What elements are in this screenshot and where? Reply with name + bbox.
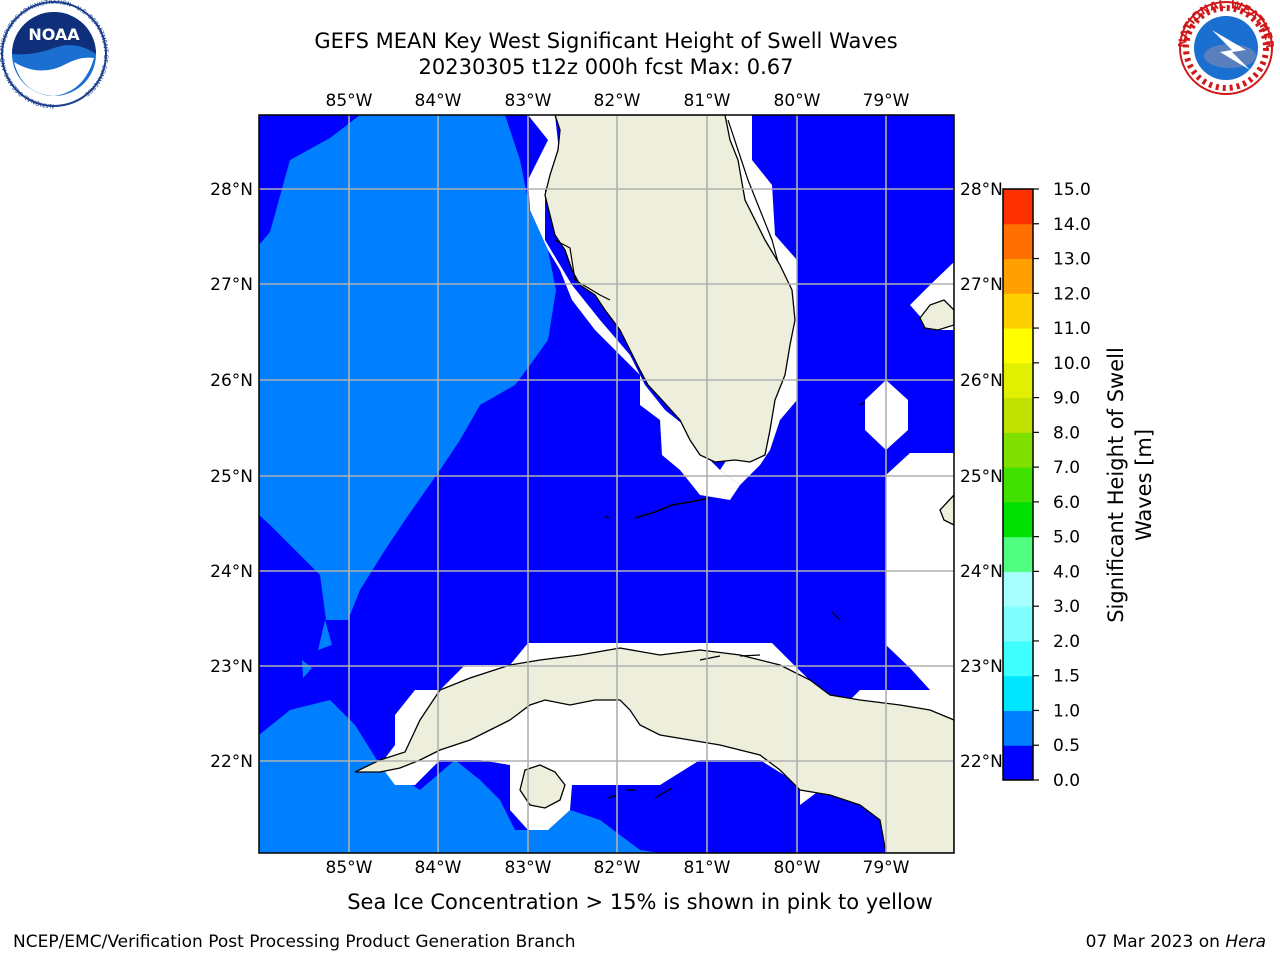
colorbar-segment <box>1003 432 1033 468</box>
lat-tick-label-left: 28°N <box>210 180 253 200</box>
colorbar-segment <box>1003 189 1033 225</box>
colorbar-segment <box>1003 571 1033 607</box>
land-isla-de-la-juventud <box>519 764 566 809</box>
lat-tick-label-right: 23°N <box>960 657 1003 677</box>
colorbar-tick-label: 11.0 <box>1053 319 1091 339</box>
nws-logo-ring-text: NATIONAL WEATHER SERVICE <box>0 0 1276 50</box>
land-andros <box>939 494 954 526</box>
lat-tick-label-left: 27°N <box>210 275 253 295</box>
lat-tick-label-left: 23°N <box>210 657 253 677</box>
colorbar-tick-label: 10.0 <box>1053 354 1091 374</box>
colorbar-tick-label: 12.0 <box>1053 284 1091 304</box>
lon-tick-label-bottom: 83°W <box>505 858 552 878</box>
colorbar-segment <box>1003 640 1033 677</box>
colorbar-label-line1: Significant Height of Swell <box>1104 347 1128 623</box>
lon-tick-label-top: 83°W <box>505 91 552 111</box>
lat-tick-label-left: 24°N <box>210 562 253 582</box>
bimini <box>859 401 866 406</box>
colorbar-tick-label: 2.0 <box>1053 632 1080 652</box>
lat-tick-label-right: 24°N <box>960 562 1003 582</box>
swell-region-0.5-1.0-south <box>259 700 660 853</box>
sea-ice-caption: Sea Ice Concentration > 15% is shown in … <box>347 890 933 914</box>
footer-branch: NCEP/EMC/Verification Post Processing Pr… <box>13 932 576 952</box>
lat-tick-label-left: 26°N <box>210 371 253 391</box>
map-area: 85°W 85°W 84°W 84°W 83°W 83°W 82°W 82°W 81°W 81°W… <box>210 91 1003 878</box>
colorbar-tick-label: 1.5 <box>1053 667 1080 687</box>
lon-tick-label-top: 81°W <box>684 91 731 111</box>
lon-tick-label-bottom: 79°W <box>863 858 910 878</box>
florida-west-coast-detail <box>554 239 611 301</box>
colorbar-tick-label: 0.0 <box>1053 771 1080 791</box>
colorbar: 0.0 0.5 1.0 1.5 2.0 3.0 4.0 5.0 6.0 7.0 8.0 9.0 10.0… <box>1002 180 1156 791</box>
colorbar-tick-label: 7.0 <box>1053 458 1080 478</box>
chart-title: GEFS MEAN Key West Significant Height of… <box>314 29 898 53</box>
lon-tick-label-bottom: 85°W <box>326 858 373 878</box>
colorbar-segment <box>1003 293 1033 329</box>
colorbar-segment <box>1003 745 1033 781</box>
colorbar-tick-label: 5.0 <box>1053 528 1080 548</box>
colorbar-segment <box>1003 606 1033 642</box>
lon-tick-label-top: 82°W <box>594 91 641 111</box>
colorbar-segment <box>1003 328 1033 364</box>
swell-fragment <box>302 660 312 678</box>
noaa-logo-text: NOAA <box>28 25 80 44</box>
noaa-logo: NOAA NATIONAL OCEANIC AND ATMOSPHERIC AD… <box>0 0 109 109</box>
lat-tick-label-right: 25°N <box>960 467 1003 487</box>
colorbar-tick-label: 13.0 <box>1053 250 1091 270</box>
nws-logo: NATIONAL WEATHER SERVICE <box>0 0 1276 95</box>
colorbar-segment <box>1003 258 1033 294</box>
footer-date: 07 Mar 2023 on Hera <box>1085 932 1266 952</box>
lat-tick-label-right: 27°N <box>960 275 1003 295</box>
nodata-florida-west-coast <box>528 115 740 500</box>
colorbar-segment <box>1003 536 1033 572</box>
land-cuba <box>354 647 954 853</box>
cay-sal <box>831 611 841 621</box>
colorbar-label: Significant Height of Swell Waves [m] <box>1104 347 1156 623</box>
lat-tick-label-right: 28°N <box>960 180 1003 200</box>
map-frame <box>258 114 955 854</box>
swell-fragment <box>318 620 332 650</box>
colorbar-tick-label: 6.0 <box>1053 493 1080 513</box>
lon-tick-label-bottom: 82°W <box>594 858 641 878</box>
colorbar-segment <box>1003 362 1033 399</box>
lat-tick-label-left: 25°N <box>210 467 253 487</box>
lat-tick-label-left: 22°N <box>210 752 253 772</box>
colorbar-segment <box>1003 501 1033 538</box>
lon-tick-label-top: 84°W <box>415 91 462 111</box>
chart-subtitle: 20230305 t12z 000h fcst Max: 0.67 <box>418 55 794 79</box>
lon-tick-label-bottom: 84°W <box>415 858 462 878</box>
cuba-north-cays <box>699 654 761 661</box>
colorbar-tick-label: 4.0 <box>1053 562 1080 582</box>
colorbar-segment <box>1003 675 1033 711</box>
colorbar-tick-label: 8.0 <box>1053 423 1080 443</box>
colorbar-tick-label: 1.0 <box>1053 701 1080 721</box>
colorbar-tick-label: 3.0 <box>1053 597 1080 617</box>
colorbar-segment <box>1003 397 1033 433</box>
colorbar-tick-label: 15.0 <box>1053 180 1091 200</box>
colorbar-tick-label: 0.5 <box>1053 736 1080 756</box>
colorbar-tick-label: 14.0 <box>1053 215 1091 235</box>
lon-tick-label-bottom: 81°W <box>684 858 731 878</box>
colorbar-tick-label: 9.0 <box>1053 389 1080 409</box>
colorbar-segment <box>1003 710 1033 746</box>
colorbar-label-line2: Waves [m] <box>1132 429 1156 541</box>
colorbar-segment <box>1003 223 1033 260</box>
lon-tick-label-top: 85°W <box>326 91 373 111</box>
lon-tick-label-top: 80°W <box>774 91 821 111</box>
swell-region-0.5-1.0-gulf <box>259 115 556 620</box>
lat-tick-label-right: 22°N <box>960 752 1003 772</box>
lat-tick-label-right: 26°N <box>960 371 1003 391</box>
land-florida <box>544 115 796 463</box>
colorbar-segment <box>1003 467 1033 503</box>
dry-tortugas <box>604 515 610 519</box>
florida-keys <box>634 497 711 519</box>
lon-tick-label-bottom: 80°W <box>774 858 821 878</box>
lon-tick-label-top: 79°W <box>863 91 910 111</box>
florida-east-lagoon <box>727 119 779 263</box>
map-layers <box>259 115 954 853</box>
colorbar-frame <box>1002 188 1034 781</box>
land-grand-bahama <box>919 299 954 331</box>
